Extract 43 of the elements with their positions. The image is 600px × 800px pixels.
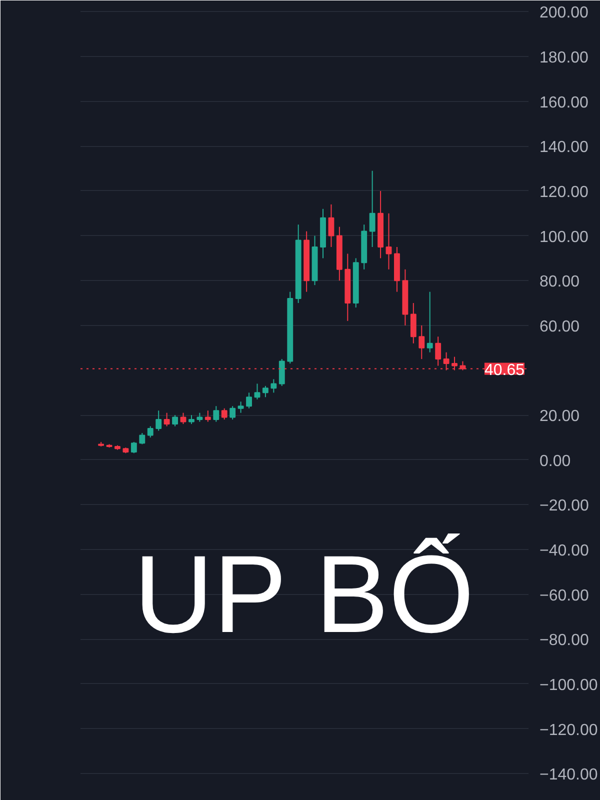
candlestick [130,441,137,454]
candlestick [204,410,211,422]
candlestick [278,358,285,386]
candlestick [230,406,236,420]
y-tick-label: −60.00 [540,587,589,604]
y-tick-label: 100.00 [540,228,589,246]
ref-line-label: 40.65 [484,362,525,379]
candlestick [435,336,442,366]
candlestick [172,414,178,427]
y-tick-label: 120.00 [540,184,589,201]
candlestick [213,406,220,422]
y-tick-label: −120.00 [540,722,598,739]
candlestick [386,212,392,270]
y-tick-label: −20.00 [540,498,589,515]
y-tick-label: 80.00 [540,274,580,291]
y-tick-label: 0.00 [540,452,571,470]
candlestick [328,204,334,248]
y-tick-label: −140.00 [540,766,598,784]
y-tick-label: 60.00 [540,318,580,336]
y-tick-label: 140.00 [540,139,589,156]
y-tick-label: −100.00 [540,676,598,694]
candlestick [180,412,186,425]
candlestick [410,302,416,344]
candlestick [221,408,228,420]
candlestick [139,432,146,445]
candlestick [164,412,170,427]
y-tick-label: −80.00 [540,632,589,650]
candlestick [147,426,154,438]
y-tick-label: 20.00 [540,408,580,426]
candlestick [426,291,433,353]
candlestick [156,410,162,432]
y-tick-label: −40.00 [540,542,589,560]
y-tick-label: 200.00 [540,4,589,22]
candlestick [246,392,252,409]
candlestick [238,401,244,414]
candlestick [369,170,376,248]
candlestick [270,378,277,394]
candlestick [254,383,260,400]
candlestick [262,385,268,398]
annotation: UP BỐ [134,532,474,656]
y-tick-label: 180.00 [540,50,589,67]
candlestick [418,324,425,360]
y-tick-label: 160.00 [540,94,589,112]
